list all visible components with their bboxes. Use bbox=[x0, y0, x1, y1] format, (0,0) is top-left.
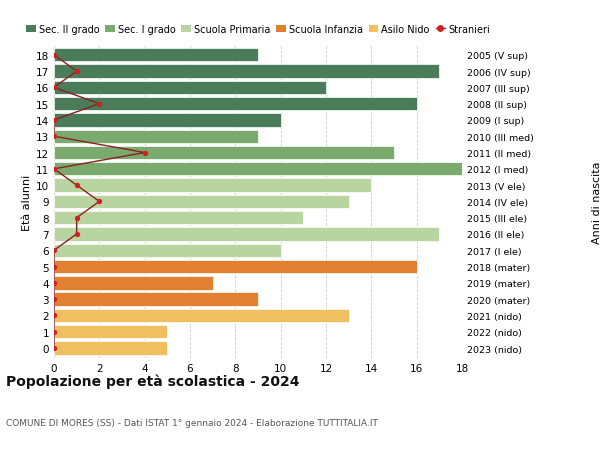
Bar bbox=[54, 179, 371, 192]
Point bbox=[49, 296, 59, 303]
Bar bbox=[54, 277, 212, 290]
Point bbox=[95, 101, 104, 108]
Bar bbox=[54, 212, 304, 225]
Point bbox=[72, 214, 82, 222]
Point bbox=[49, 117, 59, 124]
Text: COMUNE DI MORES (SS) - Dati ISTAT 1° gennaio 2024 - Elaborazione TUTTITALIA.IT: COMUNE DI MORES (SS) - Dati ISTAT 1° gen… bbox=[6, 418, 378, 427]
Point bbox=[95, 198, 104, 206]
Point bbox=[49, 263, 59, 271]
Bar bbox=[54, 293, 258, 306]
Bar bbox=[54, 98, 416, 111]
Bar bbox=[54, 82, 326, 95]
Bar bbox=[54, 228, 439, 241]
Point bbox=[72, 68, 82, 76]
Bar bbox=[54, 163, 462, 176]
Point bbox=[49, 312, 59, 319]
Point bbox=[49, 52, 59, 59]
Bar bbox=[54, 130, 258, 144]
Bar bbox=[54, 49, 258, 62]
Point bbox=[49, 166, 59, 173]
Bar bbox=[54, 341, 167, 355]
Y-axis label: Età alunni: Età alunni bbox=[22, 174, 32, 230]
Text: Anni di nascita: Anni di nascita bbox=[592, 161, 600, 243]
Bar bbox=[54, 114, 281, 127]
Point bbox=[49, 84, 59, 92]
Point bbox=[72, 231, 82, 238]
Point bbox=[49, 133, 59, 140]
Point bbox=[49, 247, 59, 254]
Point bbox=[49, 328, 59, 336]
Legend: Sec. II grado, Sec. I grado, Scuola Primaria, Scuola Infanzia, Asilo Nido, Stran: Sec. II grado, Sec. I grado, Scuola Prim… bbox=[26, 25, 490, 35]
Point bbox=[49, 280, 59, 287]
Point bbox=[49, 345, 59, 352]
Point bbox=[72, 182, 82, 190]
Bar bbox=[54, 260, 416, 274]
Bar bbox=[54, 195, 349, 209]
Bar bbox=[54, 146, 394, 160]
Bar bbox=[54, 325, 167, 339]
Point bbox=[140, 150, 149, 157]
Bar bbox=[54, 309, 349, 322]
Bar bbox=[54, 244, 281, 257]
Bar bbox=[54, 65, 439, 78]
Text: Popolazione per età scolastica - 2024: Popolazione per età scolastica - 2024 bbox=[6, 374, 299, 389]
